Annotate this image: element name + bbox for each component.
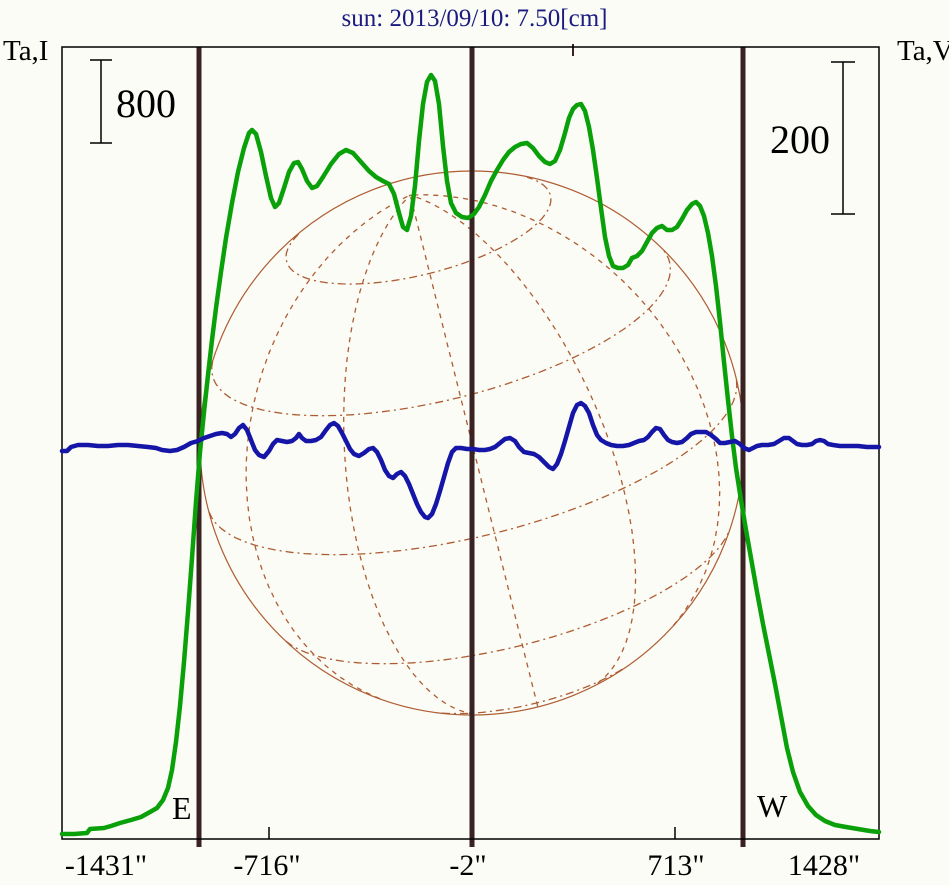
right-scale-value: 200: [770, 117, 830, 162]
sun-grid-latitude-line: [441, 666, 626, 715]
left-axis-label: Ta,I: [3, 35, 49, 67]
chart-title: sun: 2013/09/10: 7.50[cm]: [341, 5, 608, 32]
sun-grid-latitude-line: [208, 380, 738, 556]
x-tick-label-3: 713": [647, 849, 705, 882]
sun-grid-meridian-line: [245, 194, 411, 700]
right-axis-label: Ta,V: [897, 35, 949, 67]
left-scale-value: 800: [116, 81, 176, 126]
plot-frame: [61, 46, 880, 840]
x-tick-label-0: -1431": [64, 849, 148, 882]
sun-grid-meridian-line: [410, 194, 721, 626]
x-tick-label-4: 1428": [787, 849, 861, 882]
east-limb-label: E: [172, 790, 192, 826]
sun-grid-meridian-line: [409, 194, 539, 707]
west-limb-label: W: [757, 788, 788, 824]
intensity-curve-green: [59, 72, 882, 837]
sun-grid-latitude-line: [285, 530, 730, 665]
x-tick-label-1: -716": [233, 849, 301, 882]
polarization-curve-blue: [59, 400, 882, 521]
sun-grid-meridian-line: [409, 194, 637, 684]
sun-grid-latitude-line: [211, 248, 672, 417]
x-tick-label-2: -2": [449, 849, 487, 882]
sun-grid-latitude-line: [285, 176, 552, 285]
sun-grid-meridian-line: [343, 194, 474, 715]
